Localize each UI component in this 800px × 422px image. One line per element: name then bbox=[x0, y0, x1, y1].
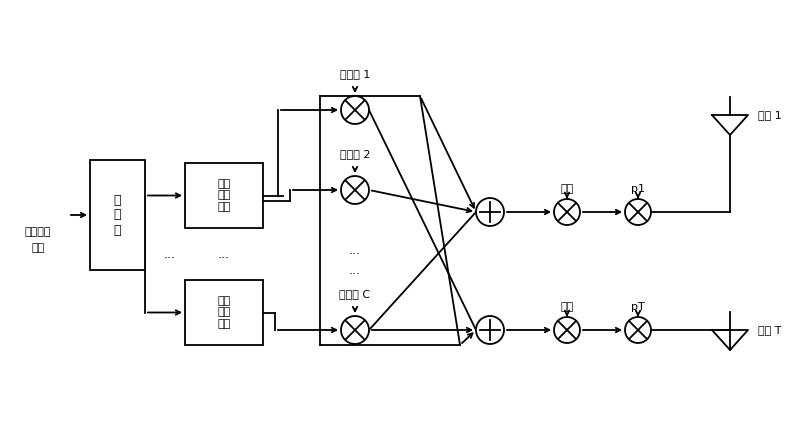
Circle shape bbox=[476, 316, 504, 344]
Text: ...: ... bbox=[349, 243, 361, 257]
Circle shape bbox=[554, 199, 580, 225]
Text: 编码
交织
映射: 编码 交织 映射 bbox=[218, 179, 230, 212]
Circle shape bbox=[476, 198, 504, 226]
Text: 扰码: 扰码 bbox=[560, 302, 574, 312]
Text: ...: ... bbox=[349, 263, 361, 276]
Bar bbox=[185, 280, 263, 345]
Bar bbox=[90, 160, 145, 270]
Text: 天线 T: 天线 T bbox=[758, 325, 782, 335]
Text: 扩频码 1: 扩频码 1 bbox=[340, 69, 370, 79]
Text: 发射数据: 发射数据 bbox=[25, 227, 51, 237]
Text: 编码
交织
映射: 编码 交织 映射 bbox=[218, 296, 230, 329]
Text: 扩频码 C: 扩频码 C bbox=[339, 289, 370, 299]
Text: ...: ... bbox=[218, 247, 230, 260]
Text: pT: pT bbox=[631, 302, 645, 312]
Text: ...: ... bbox=[164, 247, 176, 260]
Circle shape bbox=[341, 176, 369, 204]
Circle shape bbox=[341, 96, 369, 124]
Text: p1: p1 bbox=[631, 184, 645, 194]
Text: 比特: 比特 bbox=[31, 243, 45, 253]
Text: 天线 1: 天线 1 bbox=[758, 110, 782, 120]
Circle shape bbox=[341, 316, 369, 344]
Text: 扰码: 扰码 bbox=[560, 184, 574, 194]
Bar bbox=[185, 163, 263, 228]
Text: 译
码
器: 译 码 器 bbox=[114, 194, 122, 236]
Circle shape bbox=[625, 199, 651, 225]
Circle shape bbox=[554, 317, 580, 343]
Text: 扩频码 2: 扩频码 2 bbox=[340, 149, 370, 159]
Circle shape bbox=[625, 317, 651, 343]
